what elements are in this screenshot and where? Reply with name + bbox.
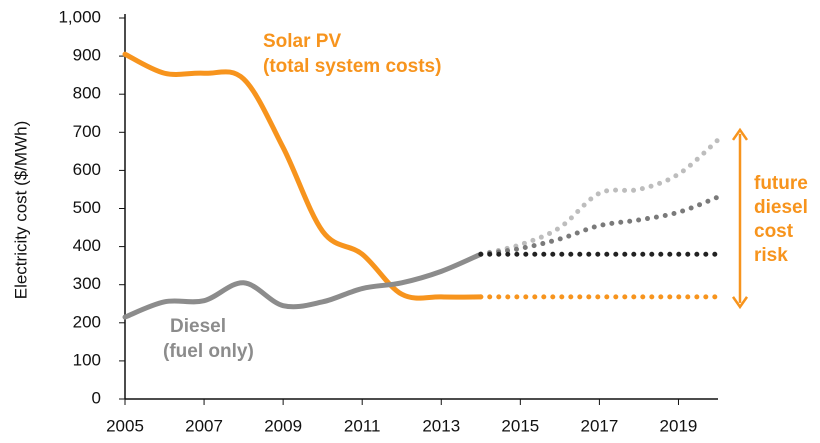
y-tick-label: 700 [73, 122, 101, 141]
x-tick-label: 2013 [422, 416, 460, 435]
risk-label: cost [754, 221, 794, 242]
data-line [122, 251, 484, 320]
y-axis-label: Electricity cost ($/MWh) [11, 121, 30, 300]
x-tick-label: 2017 [580, 416, 618, 435]
y-tick-label: 1,000 [58, 7, 101, 26]
y-tick-label: 800 [73, 84, 101, 103]
risk-label: diesel [754, 197, 808, 218]
y-tick-label: 200 [73, 312, 101, 331]
x-tick-label: 2007 [185, 416, 223, 435]
y-tick-label: 100 [73, 350, 101, 369]
risk-arrowhead [731, 296, 749, 310]
series-label: Diesel [170, 316, 226, 337]
projection-line [478, 137, 721, 257]
series-note: (total system costs) [263, 56, 441, 77]
x-tick-label: 2019 [660, 416, 698, 435]
risk-label: future [754, 173, 808, 194]
x-tick-label: 2009 [264, 416, 302, 435]
risk-arrowhead [731, 127, 749, 141]
y-tick-label: 600 [73, 160, 101, 179]
y-tick-label: 900 [73, 46, 101, 65]
data-line [122, 51, 484, 301]
x-tick-label: 2015 [501, 416, 539, 435]
y-tick-label: 0 [92, 388, 101, 407]
x-tick-label: 2005 [106, 416, 144, 435]
x-tick-label: 2011 [344, 416, 381, 435]
risk-label: risk [754, 245, 788, 266]
y-tick-label: 400 [73, 236, 101, 255]
y-tick-label: 500 [73, 198, 101, 217]
series-note: (fuel only) [163, 341, 254, 362]
series-label: Solar PV [263, 31, 341, 52]
y-tick-label: 300 [73, 274, 101, 293]
